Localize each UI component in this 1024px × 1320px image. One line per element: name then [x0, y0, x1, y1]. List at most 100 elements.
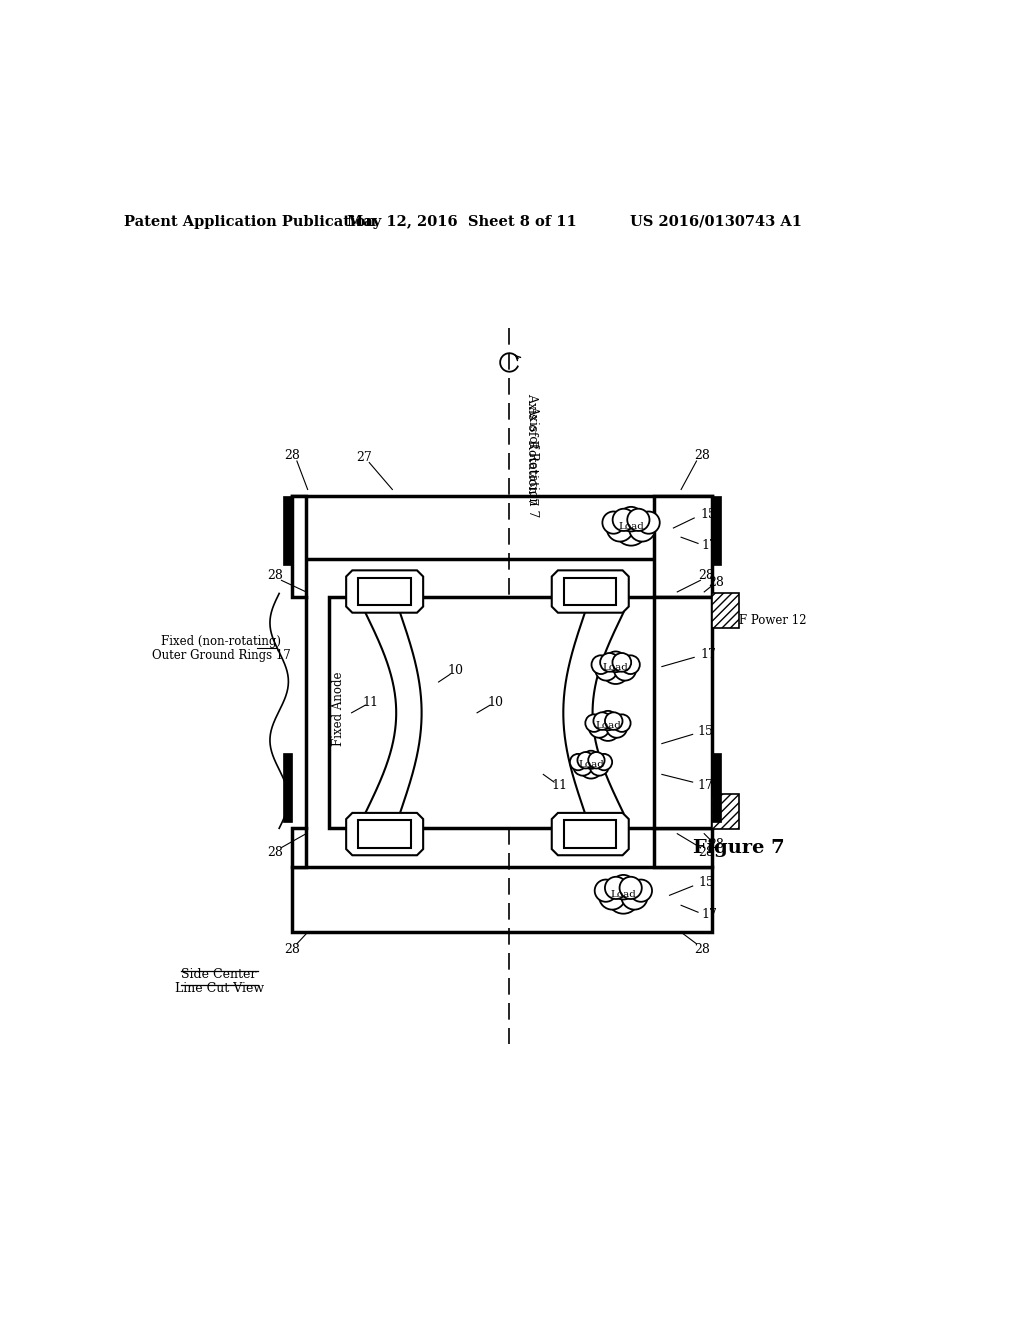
Text: May 12, 2016  Sheet 8 of 11: May 12, 2016 Sheet 8 of 11: [347, 215, 577, 228]
Text: 17: 17: [700, 648, 716, 661]
Text: 28: 28: [285, 449, 300, 462]
Text: 11: 11: [362, 696, 379, 709]
Text: Fixed (non-rotating): Fixed (non-rotating): [162, 635, 282, 648]
Bar: [292, 867, 712, 932]
Bar: [712, 594, 739, 628]
Circle shape: [613, 714, 631, 731]
Circle shape: [593, 713, 611, 730]
Circle shape: [592, 655, 610, 675]
Circle shape: [606, 717, 627, 738]
Text: 17: 17: [701, 539, 718, 552]
Text: 28: 28: [698, 569, 715, 582]
Text: Load: Load: [579, 760, 604, 768]
Text: 28: 28: [267, 569, 284, 582]
Text: 28: 28: [698, 846, 715, 859]
Text: 15: 15: [700, 508, 716, 521]
Circle shape: [611, 875, 636, 899]
Circle shape: [595, 659, 617, 681]
Text: Figure 7: Figure 7: [693, 838, 784, 857]
Text: 15: 15: [698, 876, 714, 890]
Polygon shape: [346, 570, 423, 612]
Circle shape: [605, 652, 626, 672]
Circle shape: [620, 876, 642, 899]
Polygon shape: [346, 813, 423, 855]
Circle shape: [622, 883, 647, 909]
Bar: [292, 496, 306, 598]
Circle shape: [590, 756, 609, 776]
Circle shape: [588, 752, 604, 768]
Circle shape: [596, 754, 612, 771]
Text: 28: 28: [285, 942, 300, 956]
Text: Load: Load: [595, 721, 621, 730]
Circle shape: [605, 713, 623, 730]
Text: 17: 17: [697, 779, 713, 792]
Text: US 2016/0130743 A1: US 2016/0130743 A1: [630, 215, 802, 228]
Circle shape: [580, 755, 603, 779]
Circle shape: [618, 507, 643, 532]
Bar: [712, 795, 739, 829]
Bar: [283, 496, 292, 565]
Text: 27: 27: [356, 450, 372, 463]
Circle shape: [602, 657, 629, 684]
Bar: [654, 496, 712, 598]
Circle shape: [570, 754, 587, 771]
Circle shape: [578, 752, 594, 768]
Text: 28: 28: [708, 576, 724, 589]
Circle shape: [622, 655, 640, 675]
Bar: [712, 752, 721, 822]
Text: 10: 10: [447, 664, 464, 677]
Bar: [292, 496, 712, 558]
Bar: [564, 578, 616, 606]
Circle shape: [612, 508, 635, 531]
Circle shape: [589, 717, 609, 738]
Text: 28: 28: [708, 838, 724, 851]
Bar: [283, 752, 292, 822]
Circle shape: [629, 515, 655, 541]
Circle shape: [586, 714, 603, 731]
Circle shape: [582, 751, 600, 768]
Bar: [654, 829, 712, 867]
Text: Side Center: Side Center: [181, 968, 257, 981]
Circle shape: [599, 883, 626, 909]
Bar: [292, 829, 306, 867]
Circle shape: [638, 511, 659, 533]
Text: Load: Load: [603, 663, 629, 672]
Circle shape: [600, 653, 618, 672]
Circle shape: [607, 882, 639, 913]
Text: RF Power 12: RF Power 12: [730, 614, 806, 627]
Circle shape: [628, 508, 649, 531]
Circle shape: [614, 659, 636, 681]
Circle shape: [630, 879, 652, 902]
Bar: [564, 820, 616, 847]
Circle shape: [605, 876, 627, 899]
Circle shape: [573, 756, 593, 776]
Text: 17: 17: [701, 908, 718, 921]
Text: 15: 15: [697, 725, 713, 738]
Text: 11: 11: [552, 779, 567, 792]
Circle shape: [607, 515, 633, 541]
Bar: [712, 496, 721, 565]
Text: Axis of Rotation 7: Axis of Rotation 7: [526, 405, 540, 517]
Circle shape: [595, 715, 621, 741]
Polygon shape: [552, 570, 629, 612]
Text: 10: 10: [487, 696, 504, 709]
Circle shape: [612, 653, 631, 672]
Text: Load: Load: [618, 521, 644, 531]
Text: Line Cut View: Line Cut View: [174, 982, 263, 995]
Circle shape: [595, 879, 616, 902]
Polygon shape: [552, 813, 629, 855]
Text: 28: 28: [267, 846, 284, 859]
Text: 28: 28: [694, 449, 710, 462]
Bar: [330, 597, 712, 829]
Bar: [358, 578, 411, 606]
Text: 28: 28: [694, 942, 710, 956]
Text: Patent Application Publication: Patent Application Publication: [124, 215, 376, 228]
Text: Load: Load: [610, 890, 636, 899]
Text: Axis of Rotation 7: Axis of Rotation 7: [524, 393, 538, 506]
Circle shape: [602, 511, 625, 533]
Circle shape: [598, 711, 617, 730]
Circle shape: [615, 513, 647, 545]
Text: Fixed Anode: Fixed Anode: [332, 672, 345, 746]
Text: Outer Ground Rings 17: Outer Ground Rings 17: [152, 648, 291, 661]
Bar: [358, 820, 411, 847]
